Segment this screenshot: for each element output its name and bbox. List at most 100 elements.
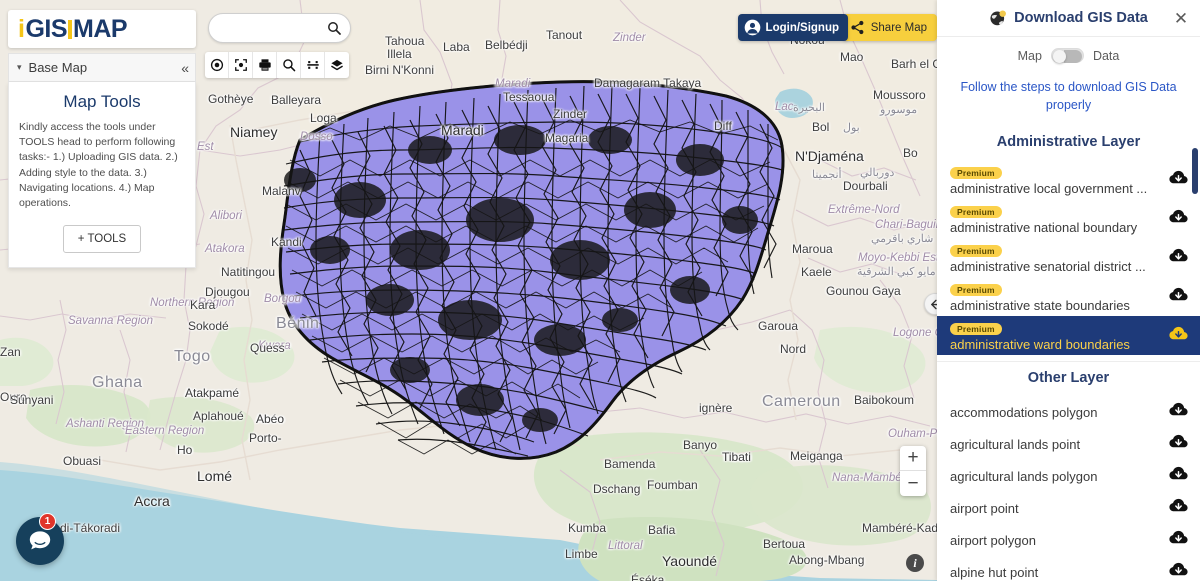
logo-gis: GIS <box>25 14 68 43</box>
share-map-button[interactable]: Share Map <box>842 14 937 41</box>
download-button[interactable] <box>1169 530 1188 550</box>
download-button[interactable] <box>1169 170 1188 190</box>
map-data-toggle[interactable] <box>1050 48 1084 63</box>
layer-row-content: agricultural lands point <box>950 437 1161 452</box>
download-cloud-icon[interactable] <box>1169 248 1188 263</box>
layer-row[interactable]: agricultural lands point <box>937 428 1200 460</box>
download-button[interactable] <box>1169 287 1188 307</box>
panel-scrollbar[interactable] <box>1192 126 1198 581</box>
print-icon[interactable] <box>253 52 277 78</box>
add-tools-button[interactable]: + TOOLS <box>62 225 142 254</box>
search-input[interactable] <box>208 13 351 43</box>
brand-logo[interactable]: i GIS MAP <box>8 10 196 48</box>
download-button[interactable] <box>1169 326 1188 346</box>
locate-glyph <box>210 58 223 72</box>
map-tools-description: Kindly access the tools under TOOLS head… <box>19 121 178 210</box>
download-cloud-icon[interactable] <box>1169 287 1188 302</box>
zoom-in-button[interactable]: + <box>900 446 926 471</box>
map-info-button[interactable]: i <box>906 554 924 572</box>
panel-hint-text: Follow the steps to download GIS Data pr… <box>960 80 1177 113</box>
login-signup-button[interactable]: Login/Signup <box>737 14 848 41</box>
layer-row[interactable]: Premium administrative local government .… <box>937 160 1200 199</box>
layer-name: administrative local government ... <box>950 181 1148 197</box>
panel-scrollbar-thumb[interactable] <box>1192 148 1198 195</box>
download-cloud-icon[interactable] <box>1169 530 1188 545</box>
measure-glyph <box>306 61 319 69</box>
layer-row[interactable]: airport polygon <box>937 524 1200 556</box>
search-map-icon[interactable] <box>277 52 301 78</box>
user-account-icon <box>744 19 760 36</box>
layer-name: agricultural lands polygon <box>950 468 1098 484</box>
logo-text: i GIS MAP <box>18 14 128 44</box>
download-button[interactable] <box>1169 498 1188 518</box>
layers-icon[interactable] <box>325 52 349 78</box>
logo-yellow-bar <box>68 19 73 39</box>
layer-row[interactable]: Premium administrative national boundary <box>937 199 1200 238</box>
tools-button-wrap: + TOOLS <box>19 225 185 254</box>
download-gis-data-panel: Download GIS Data ✕ Map Data Follow the … <box>937 0 1200 581</box>
layer-name: administrative national boundary <box>950 220 1138 236</box>
download-cloud-icon[interactable] <box>1169 562 1188 577</box>
basemap-selector[interactable]: ▾ Base Map « <box>8 53 196 82</box>
download-cloud-icon[interactable] <box>1169 209 1188 224</box>
layer-name: airport polygon <box>950 532 1036 548</box>
layer-list-scroll-area[interactable]: Administrative Layer Premium administrativ… <box>937 126 1200 581</box>
premium-badge: Premium <box>950 284 1002 297</box>
map-data-toggle-row[interactable]: Map Data <box>937 37 1200 69</box>
download-button[interactable] <box>1169 466 1188 486</box>
download-cloud-icon[interactable] <box>1169 402 1188 417</box>
layer-row[interactable]: agricultural lands polygon <box>937 460 1200 492</box>
layer-row-content: Premium administrative state boundaries <box>950 280 1161 313</box>
layer-row[interactable]: Premium administrative state boundaries <box>937 277 1200 316</box>
search-glyph <box>328 22 341 35</box>
chevron-down-icon: ▾ <box>17 62 22 72</box>
layer-row[interactable]: Premium administrative senatorial distric… <box>937 238 1200 277</box>
map-toolbar[interactable] <box>205 52 349 78</box>
share-icon <box>851 20 864 35</box>
basemap-label: Base Map <box>28 60 88 75</box>
layer-row-content: agricultural lands polygon <box>950 469 1161 484</box>
layer-name: alpine hut point <box>950 564 1039 580</box>
layer-section-title: Administrative Layer <box>996 134 1141 151</box>
layer-row-content: accommodations polygon <box>950 405 1161 420</box>
download-cloud-icon[interactable] <box>1169 466 1188 481</box>
download-button[interactable] <box>1169 209 1188 229</box>
map-tools-card: Map Tools Kindly access the tools under … <box>8 82 196 269</box>
download-button[interactable] <box>1169 434 1188 454</box>
download-button[interactable] <box>1169 248 1188 268</box>
premium-badge: Premium <box>950 245 1002 258</box>
layer-name: airport point <box>950 500 1019 516</box>
download-button[interactable] <box>1169 562 1188 581</box>
layers-glyph <box>331 59 343 71</box>
layer-name: administrative senatorial district ... <box>950 259 1146 275</box>
download-cloud-icon[interactable] <box>1169 326 1188 341</box>
collapse-left-panel-icon[interactable]: « <box>181 59 189 76</box>
download-button[interactable] <box>1169 402 1188 422</box>
share-map-label: Share Map <box>870 21 927 34</box>
layer-row[interactable]: alpine hut point <box>937 556 1200 581</box>
layer-row-content: airport polygon <box>950 533 1161 548</box>
layer-row[interactable]: accommodations polygon <box>937 396 1200 428</box>
zoom-controls[interactable]: + − <box>900 446 926 496</box>
layer-sections: Administrative Layer Premium administrativ… <box>937 134 1200 581</box>
search-icon[interactable] <box>325 19 343 37</box>
layer-row[interactable]: airport point <box>937 492 1200 524</box>
layer-name: agricultural lands point <box>950 436 1081 452</box>
premium-badge: Premium <box>950 323 1002 336</box>
layer-row-selected[interactable]: Premium administrative ward boundaries <box>937 316 1200 356</box>
layer-row-content: Premium administrative national boundary <box>950 202 1161 235</box>
measure-icon[interactable] <box>301 52 325 78</box>
download-cloud-icon[interactable] <box>1169 498 1188 513</box>
map-search[interactable] <box>208 13 351 43</box>
toggle-label-data: Data <box>1092 48 1120 63</box>
locate-icon[interactable] <box>205 52 229 78</box>
chat-unread-badge: 1 <box>39 513 56 530</box>
panel-title: Download GIS Data <box>1014 10 1148 26</box>
download-cloud-icon[interactable] <box>1169 170 1188 185</box>
close-icon[interactable]: ✕ <box>1173 8 1189 28</box>
download-cloud-icon[interactable] <box>1169 434 1188 449</box>
fit-extent-icon[interactable] <box>229 52 253 78</box>
logo-i-pin: i <box>18 14 25 43</box>
layer-section: Other Layer accommodations polygon agricu… <box>937 370 1200 581</box>
zoom-out-button[interactable]: − <box>907 472 919 494</box>
